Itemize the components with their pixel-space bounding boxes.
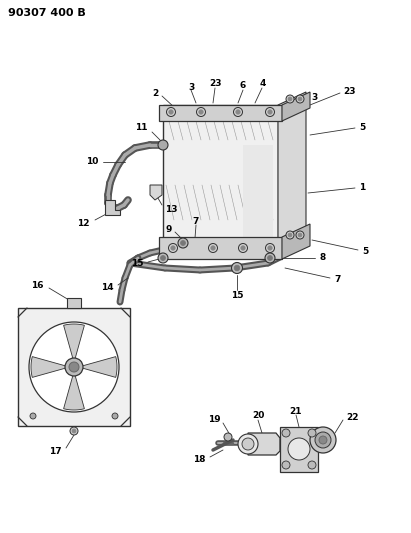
Polygon shape (31, 357, 66, 377)
Bar (18, 308, 130, 426)
Circle shape (298, 233, 302, 237)
Circle shape (282, 429, 290, 437)
Polygon shape (150, 185, 162, 200)
Text: 21: 21 (290, 407, 302, 416)
Circle shape (29, 322, 119, 412)
Circle shape (169, 244, 178, 253)
Polygon shape (64, 375, 84, 410)
Text: 10: 10 (85, 157, 98, 166)
Circle shape (242, 438, 254, 450)
Text: 13: 13 (165, 206, 178, 214)
Bar (159, 237, 282, 259)
Circle shape (70, 427, 78, 435)
Text: 1: 1 (359, 182, 365, 191)
Circle shape (266, 108, 275, 117)
Circle shape (288, 438, 310, 460)
Text: 15: 15 (132, 260, 144, 269)
Circle shape (166, 108, 175, 117)
Text: 15: 15 (231, 290, 243, 300)
Text: 5: 5 (359, 123, 365, 132)
Text: 23: 23 (209, 78, 221, 87)
Circle shape (238, 434, 258, 454)
Text: 18: 18 (194, 456, 206, 464)
Text: 90307 400 B: 90307 400 B (8, 8, 86, 18)
Circle shape (268, 246, 272, 250)
Circle shape (169, 110, 173, 114)
Circle shape (236, 110, 240, 114)
Polygon shape (105, 200, 120, 215)
Circle shape (30, 413, 36, 419)
Circle shape (268, 255, 272, 261)
Text: 7: 7 (334, 276, 340, 285)
Circle shape (282, 461, 290, 469)
Circle shape (231, 262, 242, 273)
Circle shape (288, 97, 292, 101)
Circle shape (171, 246, 175, 250)
Circle shape (224, 433, 232, 441)
Circle shape (241, 246, 245, 250)
Text: 12: 12 (78, 219, 90, 228)
Circle shape (208, 244, 217, 253)
Polygon shape (243, 145, 273, 245)
Text: 20: 20 (252, 411, 264, 421)
Circle shape (266, 244, 275, 253)
Text: 3: 3 (311, 93, 317, 102)
Text: 2: 2 (152, 88, 158, 98)
Circle shape (161, 255, 166, 261)
Bar (280, 427, 318, 472)
Circle shape (286, 95, 294, 103)
Text: 5: 5 (362, 247, 368, 256)
Text: 7: 7 (193, 216, 199, 225)
Circle shape (196, 108, 206, 117)
Text: 16: 16 (32, 281, 44, 290)
Polygon shape (282, 92, 310, 121)
Circle shape (265, 253, 275, 263)
Bar (159, 105, 282, 121)
Circle shape (310, 427, 336, 453)
Circle shape (158, 140, 168, 150)
Circle shape (286, 231, 294, 239)
Text: 9: 9 (166, 224, 172, 233)
Circle shape (180, 240, 185, 246)
Polygon shape (64, 324, 84, 359)
Text: 8: 8 (319, 254, 325, 262)
Text: 3: 3 (188, 83, 194, 92)
Circle shape (233, 108, 242, 117)
Circle shape (234, 265, 240, 271)
Circle shape (288, 233, 292, 237)
Circle shape (238, 244, 247, 253)
Circle shape (158, 253, 168, 263)
Circle shape (298, 97, 302, 101)
Circle shape (268, 110, 272, 114)
Text: 11: 11 (136, 124, 148, 133)
Circle shape (72, 429, 76, 433)
Circle shape (296, 95, 304, 103)
Circle shape (296, 231, 304, 239)
Circle shape (65, 358, 83, 376)
Circle shape (199, 110, 203, 114)
Polygon shape (82, 357, 117, 377)
Circle shape (308, 461, 316, 469)
Text: 23: 23 (343, 86, 356, 95)
Text: 22: 22 (346, 413, 358, 422)
Polygon shape (248, 433, 280, 455)
Polygon shape (282, 224, 310, 259)
Text: 17: 17 (49, 447, 62, 456)
Circle shape (211, 246, 215, 250)
Circle shape (319, 436, 327, 444)
Bar (163, 105, 278, 255)
Polygon shape (278, 92, 306, 255)
Circle shape (112, 413, 118, 419)
Circle shape (178, 238, 188, 248)
Circle shape (69, 362, 79, 372)
Text: 14: 14 (102, 284, 114, 293)
Text: 6: 6 (240, 82, 246, 91)
Bar (67, 298, 81, 308)
Text: 19: 19 (208, 415, 221, 424)
Circle shape (315, 432, 331, 448)
Circle shape (308, 429, 316, 437)
Text: 4: 4 (260, 79, 266, 88)
